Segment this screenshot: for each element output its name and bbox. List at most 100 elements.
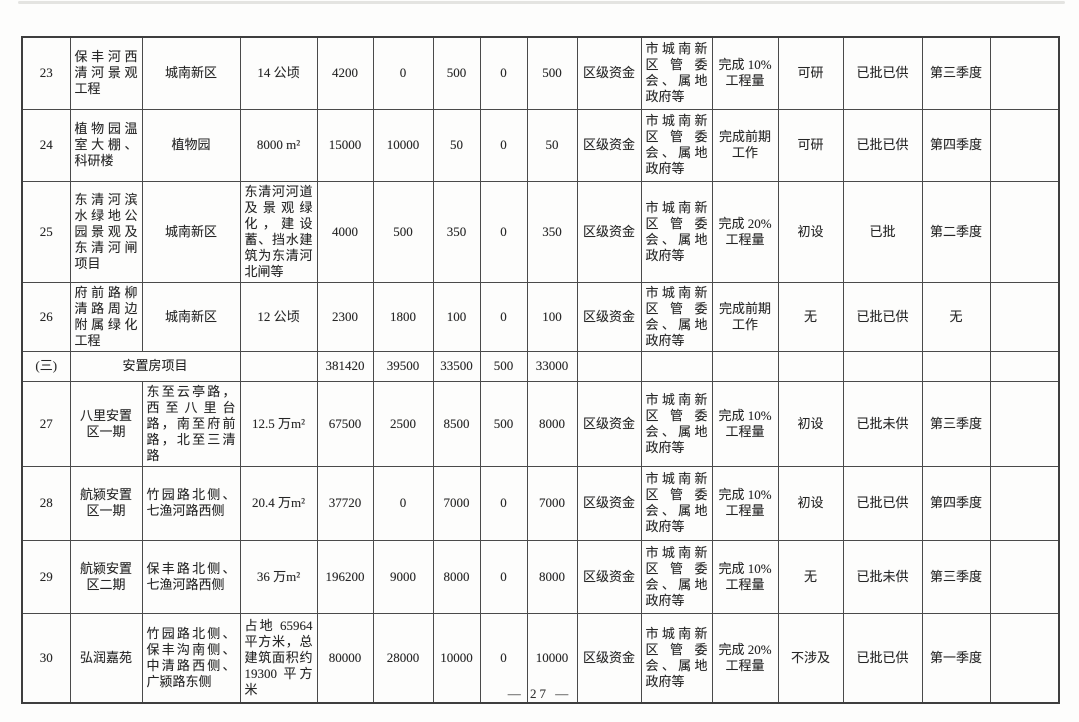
table-cell: [989, 380, 1060, 467]
table-cell: 0: [479, 180, 528, 283]
table-cell: 第三季度: [921, 380, 991, 467]
table-cell: [989, 36, 1060, 110]
table-cell: 完成 10% 工程量: [711, 465, 779, 541]
table-cell: 0: [479, 465, 528, 541]
table-cell: 100: [432, 281, 481, 352]
table-cell: 无: [777, 539, 844, 614]
table-cell: 39500: [372, 350, 434, 382]
section-row: (三) 安置房项目 381420 39500 33500 500 33000: [21, 350, 1060, 382]
table-cell: 已批已供: [842, 281, 923, 352]
table-cell: 2500: [372, 380, 434, 467]
table-cell: 城南新区: [141, 36, 241, 110]
table-cell: 区级资金: [576, 36, 642, 110]
table-cell: 0: [372, 36, 434, 110]
table-cell: 无: [777, 281, 844, 352]
table-cell: 15000: [316, 108, 374, 182]
table-cell: 14 公顷: [239, 36, 318, 110]
table-cell: [640, 350, 713, 382]
table-cell: 381420: [316, 350, 374, 382]
page-number: — 27 —: [507, 686, 572, 701]
table-cell: 植物园温室大棚、科研楼: [69, 108, 143, 182]
table-cell: 已批未供: [842, 539, 923, 614]
table-cell: 东清河河道及景观绿化，建设蓄、挡水建筑为东清河北闸等: [239, 180, 318, 283]
table-cell: 8000: [526, 380, 578, 467]
table-cell: [989, 108, 1060, 182]
table-cell: 第三季度: [921, 36, 991, 110]
table-cell: [989, 180, 1060, 283]
table-cell: 保丰路北侧、七渔河路西侧: [141, 539, 241, 614]
table-row: 24 植物园温室大棚、科研楼 植物园 8000 m² 15000 10000 50 0 50 区级…: [21, 108, 1060, 182]
table-cell: 区级资金: [576, 539, 642, 614]
table-cell: 10000: [372, 108, 434, 182]
table-cell: 67500: [316, 380, 374, 467]
table-cell: 10000: [432, 612, 481, 704]
table-cell: 已批已供: [842, 612, 923, 704]
table-cell: 完成 10% 工程量: [711, 539, 779, 614]
table-cell: 市城南新区管委会、属地政府等: [640, 36, 713, 110]
table-cell: [989, 350, 1060, 382]
table-cell: 区级资金: [576, 281, 642, 352]
table-cell: 第四季度: [921, 108, 991, 182]
table-cell: 城南新区: [141, 180, 241, 283]
table-cell: 航颍安置区一期: [69, 465, 143, 541]
table-cell: [989, 281, 1060, 352]
table-cell: 初设: [777, 380, 844, 467]
table-cell: 50: [526, 108, 578, 182]
table-cell: 完成 20% 工程量: [711, 180, 779, 283]
table-cell: 33500: [432, 350, 481, 382]
scan-edge-artifact: [18, 1, 1065, 4]
table-cell: 市城南新区管委会、属地政府等: [640, 108, 713, 182]
table-cell: 23: [21, 36, 71, 110]
table-cell: [989, 612, 1060, 704]
table-cell: 已批已供: [842, 465, 923, 541]
table-cell: 28000: [372, 612, 434, 704]
table-cell: 航颍安置区二期: [69, 539, 143, 614]
table-cell: 0: [479, 108, 528, 182]
table-cell: 26: [21, 281, 71, 352]
table-cell: [989, 539, 1060, 614]
table-cell: 196200: [316, 539, 374, 614]
table-row: 29 航颍安置区二期 保丰路北侧、七渔河路西侧 36 万m² 196200 9000 800…: [21, 539, 1060, 614]
table-cell: 第三季度: [921, 539, 991, 614]
table-cell: 市城南新区管委会、属地政府等: [640, 465, 713, 541]
table-cell: 1800: [372, 281, 434, 352]
table-cell: 市城南新区管委会、属地政府等: [640, 612, 713, 704]
table-row: 26 府前路柳清路周边附属绿化工程 城南新区 12 公顷 2300 1800 100 0 100…: [21, 281, 1060, 352]
table-cell: 29: [21, 539, 71, 614]
table-cell: 30: [21, 612, 71, 704]
table-cell: 50: [432, 108, 481, 182]
table-cell: 完成 10% 工程量: [711, 380, 779, 467]
table-cell: 100: [526, 281, 578, 352]
table-cell: 9000: [372, 539, 434, 614]
projects-table: 23 保丰河西清河景观工程 城南新区 14 公顷 4200 0 500 0 500 区级资金 市城南…: [21, 36, 1060, 704]
table-cell: [921, 350, 991, 382]
table-cell: 4200: [316, 36, 374, 110]
table-cell: 500: [479, 350, 528, 382]
table-cell: 28: [21, 465, 71, 541]
table-cell: 不涉及: [777, 612, 844, 704]
table-cell: 350: [526, 180, 578, 283]
table-cell: [576, 350, 642, 382]
table-cell: 完成 10% 工程量: [711, 36, 779, 110]
table-cell: 无: [921, 281, 991, 352]
table-cell: 500: [526, 36, 578, 110]
table-cell: [239, 350, 318, 382]
table-cell: 区级资金: [576, 180, 642, 283]
table-cell: 市城南新区管委会、属地政府等: [640, 380, 713, 467]
table-cell: 可研: [777, 108, 844, 182]
table-cell: 8000: [526, 539, 578, 614]
projects-table-body: 23 保丰河西清河景观工程 城南新区 14 公顷 4200 0 500 0 500 区级资金 市城南…: [21, 36, 1060, 704]
section-title-cell: 安置房项目: [69, 350, 241, 382]
table-row: 25 东清河滨水绿地公园景观及东清河闸项目 城南新区 东清河河道及景观绿化，建设蓄、挡…: [21, 180, 1060, 283]
table-cell: 完成前期工作: [711, 108, 779, 182]
table-cell: 8000 m²: [239, 108, 318, 182]
table-cell: 八里安置区一期: [69, 380, 143, 467]
table-cell: 第四季度: [921, 465, 991, 541]
table-cell: 12 公顷: [239, 281, 318, 352]
table-row: 30 弘润嘉苑 竹园路北侧、保丰沟南侧、中清路西侧、广颍路东侧 占地 65964 平方…: [21, 612, 1060, 704]
table-cell: 37720: [316, 465, 374, 541]
table-cell: 东至云亭路，西至八里台路，南至府前路，北至三清路: [141, 380, 241, 467]
table-cell: 市城南新区管委会、属地政府等: [640, 281, 713, 352]
table-cell: 市城南新区管委会、属地政府等: [640, 180, 713, 283]
table-cell: 保丰河西清河景观工程: [69, 36, 143, 110]
